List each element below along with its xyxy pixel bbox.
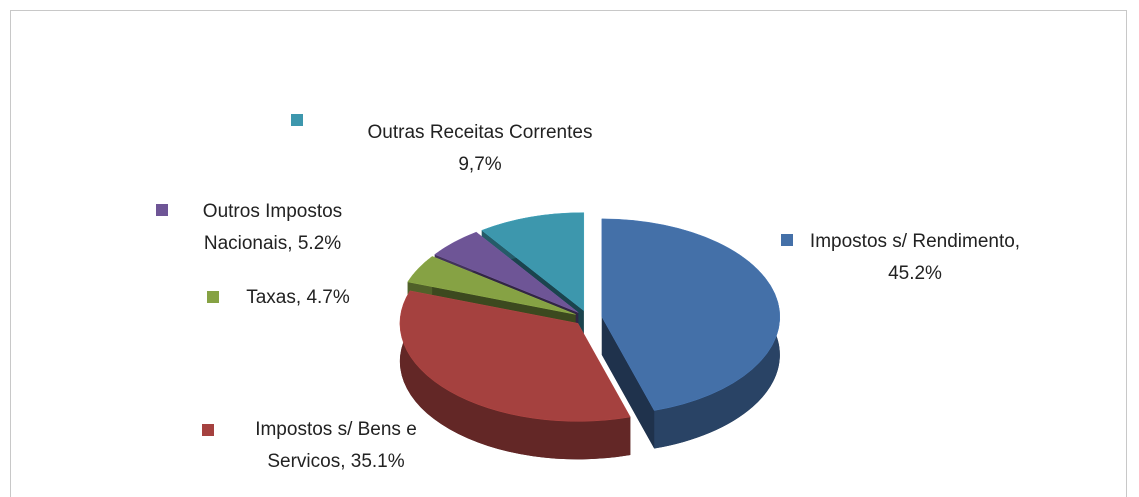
- data-label: Taxas, 4.7%: [228, 282, 368, 314]
- category-label: Taxas: [246, 287, 296, 308]
- slice: [434, 231, 579, 313]
- value-label: 45.2%: [888, 263, 942, 284]
- label-separator: ,: [295, 287, 302, 308]
- data-label: Impostos s/ Bens e Servicos, 35.1%: [220, 414, 452, 478]
- legend-swatch: [202, 424, 214, 436]
- data-label: Impostos s/ Rendimento, 45.2%: [800, 226, 1030, 290]
- slice-side: [399, 290, 631, 460]
- slice: [407, 256, 576, 315]
- slice: [481, 212, 585, 312]
- slice: [399, 290, 631, 422]
- slice: [601, 218, 781, 411]
- value-label: 9,7%: [458, 154, 502, 175]
- legend-swatch: [156, 204, 168, 216]
- chart-frame: [10, 10, 1127, 497]
- label-separator: ,: [1014, 231, 1021, 252]
- label-separator: ,: [340, 451, 346, 472]
- label-separator: ,: [287, 233, 293, 254]
- data-label: Outros Impostos Nacionais, 5.2%: [175, 196, 370, 260]
- legend-swatch: [207, 291, 219, 303]
- slice-wall: [601, 316, 655, 449]
- category-label: Outras Receitas Correntes: [367, 122, 593, 143]
- value-label: 5.2%: [297, 233, 342, 254]
- category-label: Impostos s/ Bens e Servicos: [255, 419, 417, 472]
- legend-swatch: [781, 234, 793, 246]
- legend-swatch: [291, 114, 303, 126]
- category-label: Outros Impostos Nacionais: [202, 201, 343, 254]
- value-label: 35.1%: [350, 451, 405, 472]
- value-label: 4.7%: [306, 287, 350, 308]
- category-label: Impostos s/ Rendimento: [809, 231, 1015, 252]
- data-label: Outras Receitas Correntes 9,7%: [310, 117, 650, 181]
